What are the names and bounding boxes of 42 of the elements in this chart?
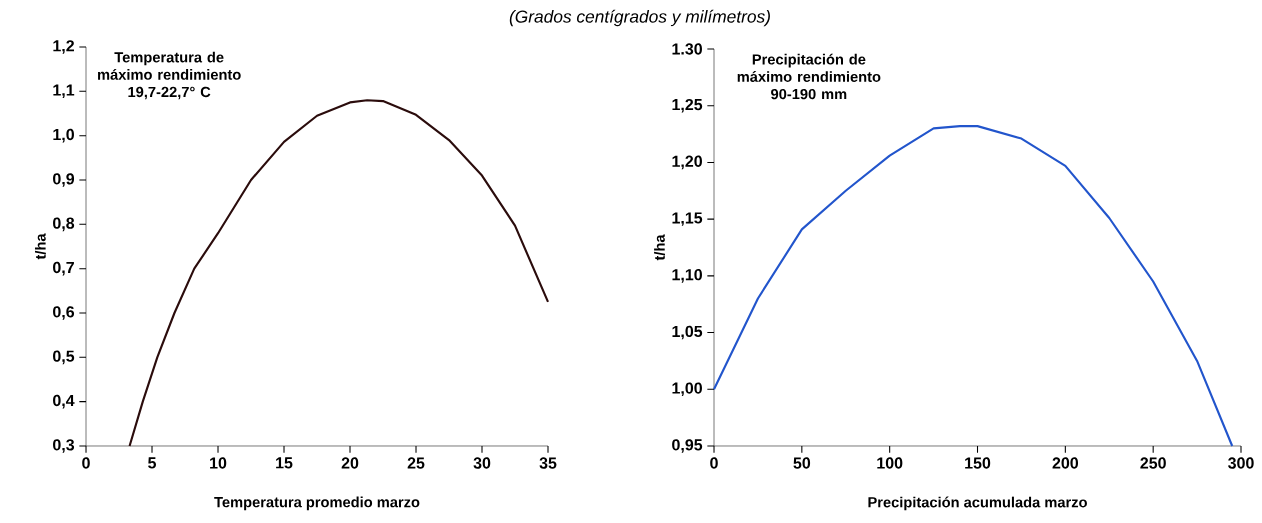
x-tick-label: 10 (210, 457, 227, 469)
y-axis-title: t/ha (34, 233, 46, 260)
y-tick-label: 1,2 (53, 40, 74, 54)
y-tick-label: 0,95 (672, 439, 703, 453)
y-tick-label: 1.30 (672, 43, 702, 55)
x-tick-label: 300 (1228, 457, 1254, 469)
x-tick-label: 0 (710, 457, 718, 469)
x-tick-label: 35 (539, 457, 557, 469)
line-series (712, 125, 1234, 448)
y-tick-label: 1,00 (672, 382, 702, 397)
y-tick-label: 1,25 (672, 98, 703, 113)
y-tick-label: 1,20 (672, 155, 702, 170)
annotation: Precipitación de máximo rendimiento 90-190 mm (737, 53, 881, 100)
y-tick-label: 1,15 (672, 212, 703, 226)
x-tick-label: 0 (82, 457, 90, 469)
y-tick-label: 1,1 (53, 84, 75, 99)
y-tick-label: 0,8 (53, 217, 75, 232)
text: (Grados centígrados y milímetros) (509, 9, 770, 27)
y-tick-label: 0,9 (53, 173, 75, 187)
y-tick-label: 1,0 (53, 128, 74, 143)
line-series (128, 99, 550, 448)
x-tick-label: 150 (965, 457, 991, 469)
x-tick-label: 30 (473, 457, 491, 469)
y-tick-label: 0,4 (53, 394, 75, 409)
x-tick-label: 50 (793, 457, 811, 469)
x-axis-title: Precipitación acumulada marzo (868, 496, 1087, 511)
x-tick-label: 20 (341, 457, 359, 469)
annotation: Temperatura de máximo rendimiento 19,7-22,7° C (98, 51, 241, 100)
y-axis-title: t/ha (654, 234, 665, 261)
y-tick-label: 1,10 (672, 269, 702, 283)
x-axis-title: Temperatura promedio marzo (214, 496, 420, 511)
x-tick-label: 250 (1140, 457, 1166, 469)
x-tick-label: 25 (407, 457, 425, 469)
x-tick-label: 100 (877, 457, 903, 469)
x-tick-label: 200 (1052, 457, 1079, 469)
x-tick-label: 15 (276, 457, 293, 469)
y-tick-label: 0,7 (53, 261, 74, 276)
x-tick-label: 5 (148, 457, 157, 469)
y-tick-label: 0,6 (53, 306, 75, 320)
y-tick-label: 0,5 (53, 350, 75, 365)
y-tick-label: 0,3 (53, 439, 75, 453)
y-tick-label: 1,05 (672, 325, 703, 340)
